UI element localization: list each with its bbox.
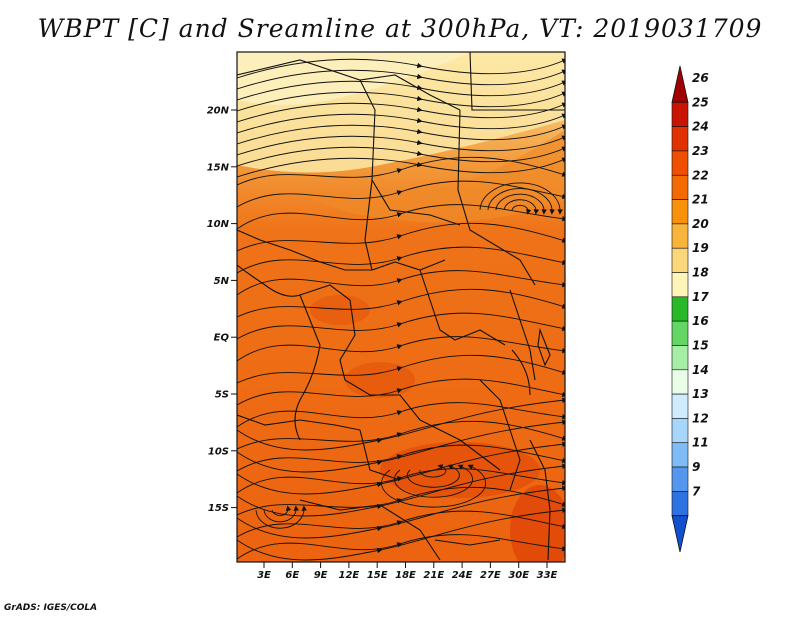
colorbar-segment [671,491,689,516]
streamline [237,222,565,252]
colorbar-segment [671,150,689,176]
longitude-axis: 3E 6E 9E 12E 15E 18E 21E 24E 27E 30E 33E [257,562,558,581]
streamline [419,464,447,478]
streamline [495,193,547,215]
colorbar-segment [671,223,689,249]
lat-tick-label: 15N [207,162,230,173]
colorbar-label: 17 [692,290,709,304]
streamline [237,336,565,362]
colorbar-label: 22 [692,168,709,182]
colorbar-label: 23 [692,144,709,158]
temperature-field [237,52,565,562]
lat-tick-label: 10S [208,446,229,457]
colorbar-label: 14 [692,363,709,377]
streamline [237,312,565,340]
lon-tick-label: 9E [314,570,328,581]
latitude-axis: 20N 15N 10N 5N EQ 5S 10S 15S [207,106,237,514]
streamline [511,204,532,215]
streamline [381,464,486,508]
colorbar-segment [671,466,689,492]
colorbar-label: 20 [692,217,709,231]
country-borders [237,52,565,561]
colorbar-segment [671,126,689,152]
colorbar-segment [671,442,689,468]
streamline [237,354,565,384]
colorbar-label: 19 [692,241,709,255]
colorbar-label: 13 [692,387,709,401]
lat-tick-label: EQ [214,333,230,344]
streamline [237,378,565,406]
lon-tick-label: 21E [423,570,444,581]
map-frame [236,51,566,563]
colorbar-segment [671,320,689,346]
streamline [237,204,565,230]
colorbar-label: 25 [692,95,709,109]
colorbar-label: 24 [692,120,709,134]
colorbar-label: 15 [692,338,709,352]
lon-tick-label: 33E [537,570,558,581]
lat-tick-label: 15S [208,503,229,514]
colorbar-segment [671,199,689,225]
colorbar-segment [671,418,689,444]
colorbar-segment [671,174,689,200]
lon-tick-label: 15E [367,570,388,581]
lon-tick-label: 30E [508,570,529,581]
colorbar-segment [671,393,689,419]
streamline [406,464,460,488]
streamline [394,464,473,498]
colorbar: 26 25 24 23 22 21 20 19 18 17 16 15 14 13 12 11 9 7 [671,65,709,553]
streamline [237,156,565,186]
colorbar-label: 9 [692,460,700,474]
lon-tick-label: 6E [285,570,299,581]
colorbar-label: 12 [692,411,709,425]
grads-credit: GrADS: IGES/COLA [4,603,98,613]
colorbar-label: 18 [692,266,709,280]
colorbar-segment [671,247,689,273]
colorbar-segment [671,296,689,322]
map-title: WBPT [C] and Sreamline at 300hPa, VT: 20… [37,14,763,43]
streamline [237,270,565,296]
colorbar-bottom-arrow [671,515,689,553]
colorbar-segment [671,102,689,127]
lon-tick-label: 24E [452,570,473,581]
streamline [237,180,565,208]
streamline [503,199,540,215]
colorbar-label: 26 [692,71,709,85]
colorbar-label: 16 [692,314,709,328]
colorbar-segment [671,345,689,371]
streamline [255,505,307,529]
lon-tick-label: 3E [257,570,271,581]
streamline [237,246,565,274]
colorbar-segment [671,272,689,298]
streamlines [237,58,565,561]
streamline [237,507,565,561]
streamline [263,505,299,523]
streamline [479,182,563,215]
streamline [487,188,555,215]
lat-tick-label: 5N [214,276,230,287]
colorbar-segment [671,369,689,395]
colorbar-top-arrow [671,65,689,103]
colorbar-label: 7 [692,484,701,498]
lon-tick-label: 18E [395,570,416,581]
lat-tick-label: 10N [207,219,230,230]
streamline [271,505,292,516]
colorbar-label: 21 [692,193,709,207]
lon-tick-label: 12E [339,570,360,581]
lat-tick-label: 5S [215,390,229,401]
colorbar-label: 11 [692,436,709,450]
lat-tick-label: 20N [207,106,230,117]
lon-tick-label: 27E [480,570,501,581]
